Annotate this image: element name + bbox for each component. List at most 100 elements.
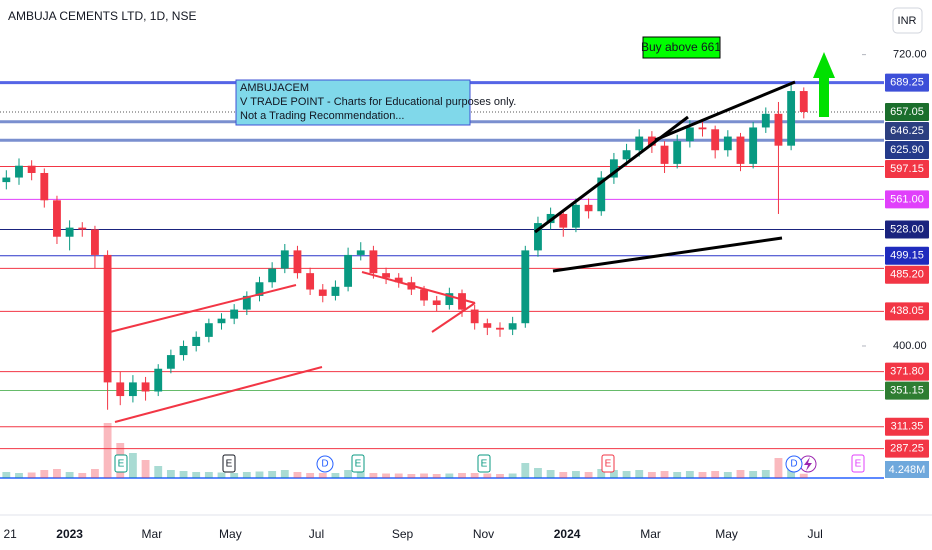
volume-bar xyxy=(445,473,454,478)
event-icon xyxy=(804,457,812,471)
volume-bar xyxy=(166,470,175,478)
level-label: 287.25 xyxy=(890,443,924,455)
volume-bar xyxy=(622,471,631,478)
volume-bar xyxy=(496,474,504,478)
volume-bar xyxy=(698,472,707,478)
level-label: 438.05 xyxy=(890,305,924,317)
note-box xyxy=(235,79,471,126)
level-label: 499.15 xyxy=(890,250,924,262)
candle-body xyxy=(27,165,36,173)
volume-bar xyxy=(331,473,340,478)
level-label: 561.00 xyxy=(890,193,924,205)
price-axis: 720.00 400.00 689.25 657.05 646.25 625.90 597.… xyxy=(862,49,929,478)
candle-body xyxy=(204,323,213,337)
volume-bar xyxy=(230,473,239,478)
candle-body xyxy=(280,250,289,269)
buy-box xyxy=(642,36,721,59)
candle-body xyxy=(344,254,353,287)
volume-bar xyxy=(609,470,618,478)
level-label: 485.20 xyxy=(890,269,924,281)
volume-bar xyxy=(458,473,466,478)
candle-body xyxy=(179,345,188,356)
candle-body xyxy=(521,250,530,324)
candle-body xyxy=(154,368,163,392)
x-tick-label: 2024 xyxy=(554,527,581,541)
volume-bar xyxy=(799,473,808,478)
trendline xyxy=(654,80,796,142)
volume-bar xyxy=(749,471,758,478)
trendline xyxy=(552,236,783,273)
volume-bar xyxy=(53,469,61,478)
volume-bar xyxy=(534,468,542,478)
event-icon xyxy=(601,454,615,473)
candle-body xyxy=(774,113,783,146)
candle-body xyxy=(572,204,580,228)
candle-body xyxy=(483,323,492,328)
volume-bar xyxy=(268,471,277,478)
candle-body xyxy=(723,136,732,151)
level-label: 657.05 xyxy=(890,106,924,118)
candle-body xyxy=(787,91,796,146)
volume-bar xyxy=(483,473,492,478)
volume-bar xyxy=(255,471,264,478)
level-label-box xyxy=(885,246,929,265)
candle-body xyxy=(242,295,251,310)
currency-button[interactable] xyxy=(892,7,923,34)
candle-body xyxy=(91,229,99,255)
candle-body xyxy=(685,127,694,142)
volume-bar xyxy=(470,473,479,478)
event-icon xyxy=(114,454,128,473)
level-label: 597.15 xyxy=(890,163,924,175)
level-label-box xyxy=(885,381,929,400)
event-icon xyxy=(222,454,236,473)
event-label: E xyxy=(226,459,233,470)
x-tick-label: May xyxy=(219,527,242,541)
candle-body xyxy=(420,289,428,301)
x-tick-label: Mar xyxy=(640,527,661,541)
volume-label-box xyxy=(885,461,929,478)
x-tick-label: May xyxy=(715,527,738,541)
volume-bar xyxy=(711,471,720,478)
volume-bar xyxy=(204,472,213,478)
level-label-box xyxy=(885,220,929,239)
currency[interactable]: INR xyxy=(898,15,917,27)
event-label: E xyxy=(481,459,488,470)
candle-body xyxy=(192,336,201,346)
volume-bar xyxy=(192,472,201,478)
level-label: 311.35 xyxy=(891,421,924,433)
event-icon xyxy=(351,454,365,473)
candle-body xyxy=(356,250,365,255)
x-tick-label: Jul xyxy=(807,527,822,541)
volume-bar xyxy=(597,469,606,478)
candles xyxy=(2,81,808,410)
level-label: 689.25 xyxy=(890,77,924,89)
candle-body xyxy=(508,323,517,330)
volume-bar xyxy=(382,473,390,478)
candle-body xyxy=(53,200,61,237)
level-label-box xyxy=(885,362,929,381)
note-line: Not a Trading Recommendation... xyxy=(240,110,404,122)
event-label: E xyxy=(605,459,612,470)
event-label: D xyxy=(790,459,797,470)
y-tick-label: 720.00 xyxy=(893,49,927,61)
candle-body xyxy=(331,286,340,296)
volume-bar xyxy=(521,463,530,478)
event-icon xyxy=(477,454,491,473)
up-arrow xyxy=(813,52,835,117)
level-label-box xyxy=(885,417,929,436)
candle-body xyxy=(660,145,669,164)
candle-body xyxy=(698,127,707,130)
event-label: E xyxy=(355,459,362,470)
volume-bar xyxy=(647,472,656,478)
level-label-box xyxy=(885,73,929,92)
candle-body xyxy=(736,136,745,164)
candle-body xyxy=(432,300,441,306)
event-icon xyxy=(785,455,803,473)
candle-body xyxy=(78,227,87,230)
x-tick-label: Jul xyxy=(309,527,324,541)
trendlines xyxy=(109,52,835,423)
candle-body xyxy=(217,318,226,324)
candle-body xyxy=(647,136,656,146)
candle-body xyxy=(609,159,618,178)
level-label-box xyxy=(885,121,929,140)
